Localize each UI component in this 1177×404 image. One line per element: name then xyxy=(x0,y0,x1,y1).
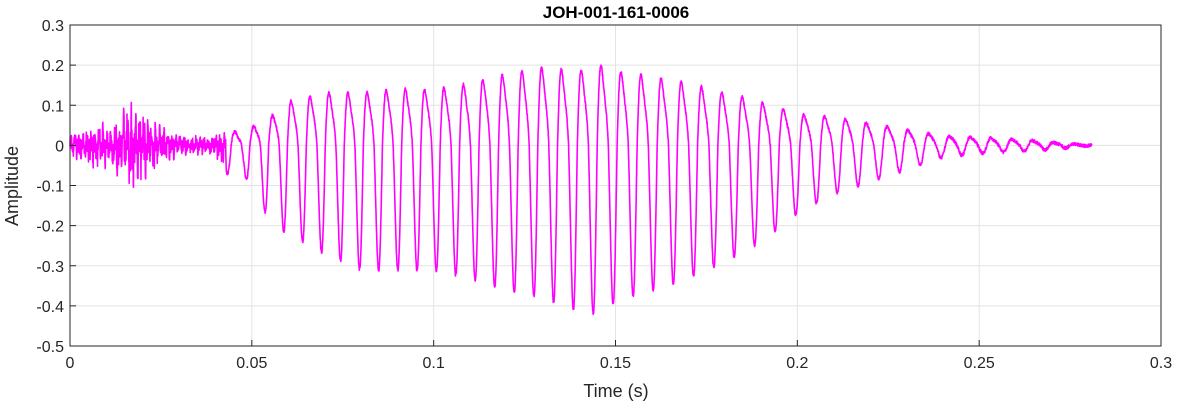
x-tick-label: 0.05 xyxy=(236,355,267,372)
y-tick-label: 0.2 xyxy=(42,58,64,75)
y-tick-label: -0.3 xyxy=(36,259,64,276)
x-tick-label: 0 xyxy=(66,355,75,372)
x-tick-label: 0.1 xyxy=(423,355,445,372)
y-axis-label: Amplitude xyxy=(2,146,22,226)
y-axis: 0.3 0.2 0.1 0 -0.1 -0.2 -0.3 -0.4 -0.5 xyxy=(36,18,76,356)
y-tick-label: 0.1 xyxy=(42,98,64,115)
x-axis-label: Time (s) xyxy=(583,381,648,401)
y-tick-label: -0.5 xyxy=(36,339,64,356)
grid-lines xyxy=(69,24,1162,347)
y-tick-label: -0.4 xyxy=(36,299,64,316)
y-tick-label: 0.3 xyxy=(42,18,64,35)
y-tick-label: -0.1 xyxy=(36,179,64,196)
series-line xyxy=(69,64,1093,316)
y-tick-label: -0.2 xyxy=(36,219,64,236)
chart-title: JOH-001-161-0006 xyxy=(543,3,689,22)
y-tick-label: 0 xyxy=(55,138,64,155)
x-tick-label: 0.3 xyxy=(1150,355,1172,372)
x-tick-label: 0.25 xyxy=(964,355,995,372)
x-tick-label: 0.15 xyxy=(600,355,631,372)
x-axis: 0 0.05 0.1 0.15 0.2 0.25 0.3 xyxy=(66,340,1172,372)
x-tick-label: 0.2 xyxy=(786,355,808,372)
